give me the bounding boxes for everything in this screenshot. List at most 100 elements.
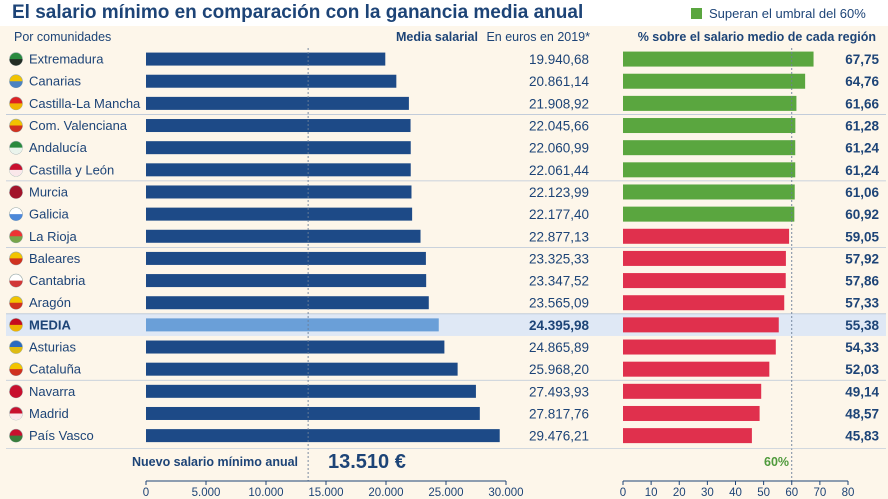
salary-bar — [146, 274, 427, 288]
region-label: Cantabria — [29, 273, 86, 288]
region-flag-icon-half — [9, 347, 23, 354]
region-flag-icon-half — [9, 280, 23, 288]
header-regions: Por comunidades — [14, 30, 111, 44]
percent-value-label: 45,83 — [845, 429, 879, 444]
percent-bar — [623, 162, 796, 178]
percent-value-label: 55,38 — [845, 318, 879, 333]
percent-value-label: 57,86 — [845, 274, 879, 289]
title-band — [0, 0, 888, 26]
chart-title: El salario mínimo en comparación con la … — [12, 2, 583, 23]
region-label: Cataluña — [29, 362, 82, 377]
percent-value-label: 54,33 — [845, 340, 879, 355]
percent-bar — [623, 95, 797, 111]
salary-tick-label: 10.000 — [248, 487, 283, 499]
region-label: Castilla-La Mancha — [29, 96, 141, 111]
salary-value-label: 21.908,92 — [529, 96, 589, 111]
percent-bar — [623, 206, 795, 222]
percent-tick-label: 50 — [757, 487, 770, 499]
percent-value-label: 57,33 — [845, 296, 879, 311]
salary-bar — [146, 96, 409, 110]
salary-value-label: 22.177,40 — [529, 207, 589, 222]
region-flag-icon-half — [9, 413, 23, 420]
salary-tick-label: 30.000 — [488, 487, 523, 499]
salary-value-label: 29.476,21 — [529, 429, 589, 444]
salary-bar — [146, 251, 426, 265]
region-label: Aragón — [29, 295, 71, 310]
salary-value-label: 23.325,33 — [529, 251, 589, 266]
percent-tick-label: 30 — [701, 487, 714, 499]
salary-bar — [146, 229, 421, 243]
region-flag-icon-half — [9, 324, 23, 332]
percent-value-label: 60,92 — [845, 207, 879, 222]
salary-value-label: 22.061,44 — [529, 163, 590, 178]
salary-bar — [146, 52, 386, 66]
salary-bar — [146, 340, 445, 354]
axes-layer: 0 5.000 10.000 15.000 20.000 25.000 30.000 0 10 2… — [6, 48, 886, 499]
percent-value-label: 61,24 — [845, 141, 879, 156]
salary-bar — [146, 141, 411, 155]
region-flag-icon-half — [9, 369, 23, 376]
salary-value-label: 23.565,09 — [529, 296, 589, 311]
percent-tick-label: 0 — [620, 487, 626, 499]
region-label: Asturias — [29, 340, 76, 355]
rows-layer: Extremadura 19.940,68 67,75 Canarias 20.861,… — [6, 51, 886, 444]
percent-value-label: 67,75 — [845, 52, 879, 67]
region-flag-icon-half — [9, 59, 23, 66]
legend-label: Superan el umbral del 60% — [709, 6, 866, 21]
region-label: Extremadura — [29, 52, 104, 67]
salary-tick-label: 15.000 — [308, 487, 343, 499]
region-label: Galicia — [29, 207, 70, 222]
percent-bar — [623, 118, 796, 134]
header-salary: Media salarial En euros en 2019* — [396, 28, 590, 45]
threshold-label: 60% — [764, 455, 789, 469]
region-label: Baleares — [29, 251, 81, 266]
salary-value-label: 24.395,98 — [529, 318, 590, 333]
salary-bar — [146, 119, 411, 133]
salary-bar — [146, 362, 458, 376]
percent-bar — [623, 361, 770, 377]
region-label: Andalucía — [29, 140, 88, 155]
region-flag-icon-half — [9, 236, 23, 243]
percent-bar — [623, 51, 814, 67]
percent-value-label: 49,14 — [845, 384, 879, 399]
region-label: Navarra — [29, 384, 76, 399]
percent-bar — [623, 273, 786, 289]
percent-bar — [623, 228, 790, 244]
percent-tick-label: 80 — [842, 487, 855, 499]
percent-bar — [623, 250, 786, 266]
percent-value-label: 61,66 — [845, 96, 879, 111]
percent-bar — [623, 383, 762, 399]
percent-tick-label: 70 — [813, 487, 826, 499]
salary-value-label: 20.861,14 — [529, 74, 590, 89]
region-flag-icon-half — [9, 391, 23, 398]
min-wage-value: 13.510 € — [328, 451, 406, 473]
region-flag-icon-half — [9, 103, 23, 110]
salary-value-label: 23.347,52 — [529, 274, 589, 289]
percent-tick-label: 20 — [673, 487, 686, 499]
percent-tick-label: 40 — [729, 487, 742, 499]
region-flag-icon-half — [9, 435, 23, 443]
region-flag-icon-half — [9, 302, 23, 310]
percent-value-label: 61,28 — [845, 119, 879, 134]
salary-bar — [146, 207, 413, 221]
percent-tick-label: 10 — [645, 487, 658, 499]
salary-bar — [146, 296, 429, 310]
salary-bar — [146, 384, 476, 398]
salary-tick-label: 0 — [143, 487, 149, 499]
percent-value-label: 61,24 — [845, 163, 879, 178]
salary-bar — [146, 74, 397, 88]
region-flag-icon-half — [9, 81, 23, 88]
percent-value-label: 59,05 — [845, 229, 879, 244]
percent-value-label: 64,76 — [845, 74, 879, 89]
salary-value-label: 27.817,76 — [529, 406, 589, 421]
header-percent: % sobre el salario medio de cada región — [638, 30, 876, 44]
salary-bar — [146, 163, 411, 177]
salary-bar — [146, 318, 439, 332]
region-label: Madrid — [29, 406, 69, 421]
region-flag-icon-half — [9, 125, 23, 133]
region-flag-icon-half — [9, 147, 23, 155]
salary-tick-label: 20.000 — [368, 487, 403, 499]
salary-tick-label: 5.000 — [192, 487, 221, 499]
salary-value-label: 27.493,93 — [529, 384, 589, 399]
